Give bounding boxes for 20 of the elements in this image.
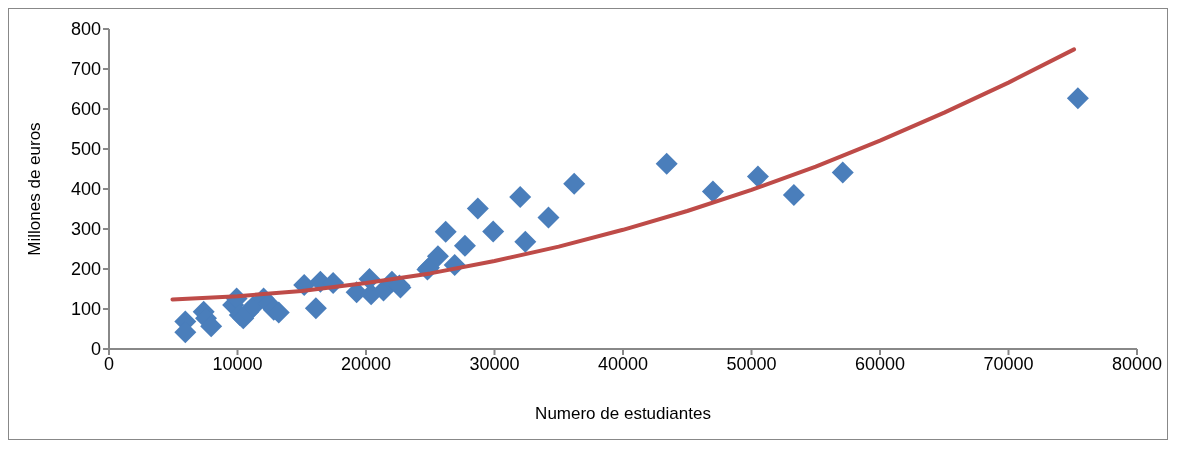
y-tick-label: 100: [70, 299, 101, 320]
x-tick-label: 0: [103, 353, 115, 374]
x-tick-label: 20000: [340, 353, 392, 374]
x-tick-label: 70000: [983, 353, 1034, 374]
y-tick-label: 400: [70, 179, 101, 200]
x-tick-label: 60000: [854, 353, 906, 374]
x-tick-label: 10000: [212, 353, 263, 374]
y-tick-label: 600: [70, 99, 101, 120]
y-tick-label: 0: [90, 339, 101, 360]
y-tick-label: 700: [70, 59, 101, 80]
x-tick-label: 50000: [726, 353, 777, 374]
x-tick-label: 80000: [1111, 353, 1163, 374]
y-tick-label: 200: [70, 259, 101, 280]
y-tick-label: 300: [70, 219, 101, 240]
x-axis-title: Numero de estudiantes: [535, 404, 711, 423]
x-tick-label: 30000: [469, 353, 520, 374]
y-tick-label: 800: [70, 19, 101, 40]
y-tick-label: 500: [70, 139, 101, 160]
x-tick-label: 40000: [597, 353, 649, 374]
y-axis-title: Millones de euros: [25, 122, 45, 256]
